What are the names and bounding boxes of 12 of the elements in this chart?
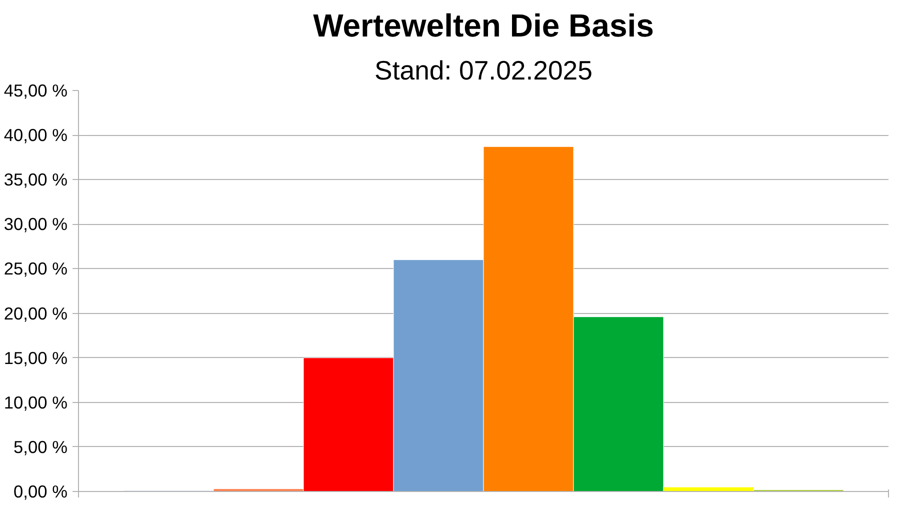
y-tick-label: 0,00 % xyxy=(14,482,68,502)
y-tick-label: 5,00 % xyxy=(14,436,68,457)
y-tick-label: 25,00 % xyxy=(4,258,68,279)
y-tick-label: 40,00 % xyxy=(4,125,68,146)
y-tick-label: 45,00 % xyxy=(4,80,68,100)
y-tick-label: 10,00 % xyxy=(4,392,68,412)
chart-subtitle: Stand: 07.02.2025 xyxy=(374,56,592,86)
y-tick-label: 30,00 % xyxy=(4,214,68,234)
chart-title: Wertewelten Die Basis xyxy=(313,8,654,44)
y-tick-label: 20,00 % xyxy=(4,303,68,324)
y-tick-label: 35,00 % xyxy=(4,170,68,190)
y-tick-label: 15,00 % xyxy=(4,348,68,368)
